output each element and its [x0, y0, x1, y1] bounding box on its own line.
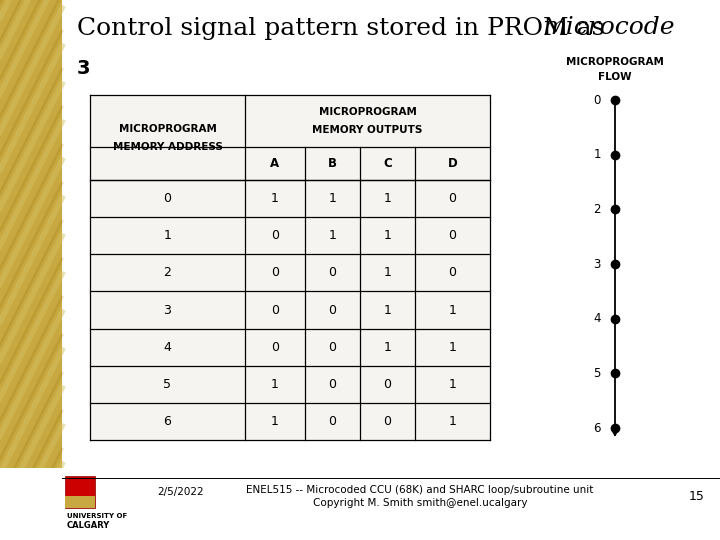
Text: 1: 1: [384, 266, 392, 279]
Text: 0: 0: [328, 341, 336, 354]
Text: FLOW: FLOW: [598, 72, 632, 82]
Text: 0: 0: [163, 192, 171, 205]
Text: 0: 0: [271, 341, 279, 354]
Text: UNIVERSITY OF: UNIVERSITY OF: [67, 513, 127, 519]
Text: 0: 0: [449, 192, 456, 205]
Text: 0: 0: [271, 303, 279, 316]
Text: 1: 1: [271, 192, 279, 205]
Text: Control signal pattern stored in PROM as: Control signal pattern stored in PROM as: [77, 17, 613, 39]
Text: 1: 1: [384, 192, 392, 205]
Text: 0: 0: [328, 415, 336, 428]
Text: D: D: [448, 157, 457, 170]
Text: 4: 4: [593, 312, 600, 325]
Text: 4: 4: [163, 341, 171, 354]
Text: B: B: [328, 157, 337, 170]
Text: 0: 0: [449, 229, 456, 242]
Text: 3: 3: [593, 258, 600, 271]
Text: 3: 3: [77, 58, 91, 78]
Text: 5: 5: [593, 367, 600, 380]
Text: 2: 2: [593, 203, 600, 216]
Text: 3: 3: [163, 303, 171, 316]
Text: 1: 1: [384, 303, 392, 316]
Text: 0: 0: [328, 266, 336, 279]
Text: 0: 0: [271, 266, 279, 279]
Text: 1: 1: [384, 229, 392, 242]
Text: 5: 5: [163, 378, 171, 391]
Text: A: A: [271, 157, 279, 170]
Text: microcode: microcode: [542, 17, 675, 39]
Text: CALGARY: CALGARY: [67, 522, 110, 530]
Text: 1: 1: [593, 148, 600, 161]
Text: 1: 1: [449, 415, 456, 428]
Text: 0: 0: [328, 303, 336, 316]
Text: MEMORY OUTPUTS: MEMORY OUTPUTS: [312, 125, 423, 135]
Text: MEMORY ADDRESS: MEMORY ADDRESS: [112, 141, 222, 152]
Bar: [0, 0, 62, 540]
Text: C: C: [383, 157, 392, 170]
Text: 2: 2: [163, 266, 171, 279]
Text: 15: 15: [689, 490, 705, 503]
Text: 0: 0: [271, 229, 279, 242]
Text: MICROPROGRAM: MICROPROGRAM: [566, 57, 664, 67]
Text: 0: 0: [328, 378, 336, 391]
Text: 0: 0: [384, 415, 392, 428]
Bar: [0, 468, 117, 540]
Text: 0: 0: [593, 93, 600, 106]
Text: ENEL515 -- Microcoded CCU (68K) and SHARC loop/subroutine unit: ENEL515 -- Microcoded CCU (68K) and SHAR…: [246, 485, 594, 495]
Text: MICROPROGRAM: MICROPROGRAM: [318, 107, 416, 117]
Bar: [65, 496, 95, 508]
Text: 1: 1: [328, 192, 336, 205]
Text: 0: 0: [449, 266, 456, 279]
Text: 1: 1: [328, 229, 336, 242]
Text: Copyright M. Smith smith@enel.ucalgary: Copyright M. Smith smith@enel.ucalgary: [312, 498, 527, 508]
Text: MICROPROGRAM: MICROPROGRAM: [119, 124, 217, 133]
Text: 1: 1: [384, 341, 392, 354]
Text: 1: 1: [271, 415, 279, 428]
Text: 1: 1: [271, 378, 279, 391]
Text: 1: 1: [449, 378, 456, 391]
Bar: [90, 95, 490, 440]
Text: 6: 6: [593, 422, 600, 435]
Text: 1: 1: [163, 229, 171, 242]
Text: 2/5/2022: 2/5/2022: [157, 487, 204, 497]
Text: 6: 6: [163, 415, 171, 428]
Text: 1: 1: [449, 341, 456, 354]
Bar: [65, 476, 95, 508]
Text: 0: 0: [384, 378, 392, 391]
Text: 1: 1: [449, 303, 456, 316]
